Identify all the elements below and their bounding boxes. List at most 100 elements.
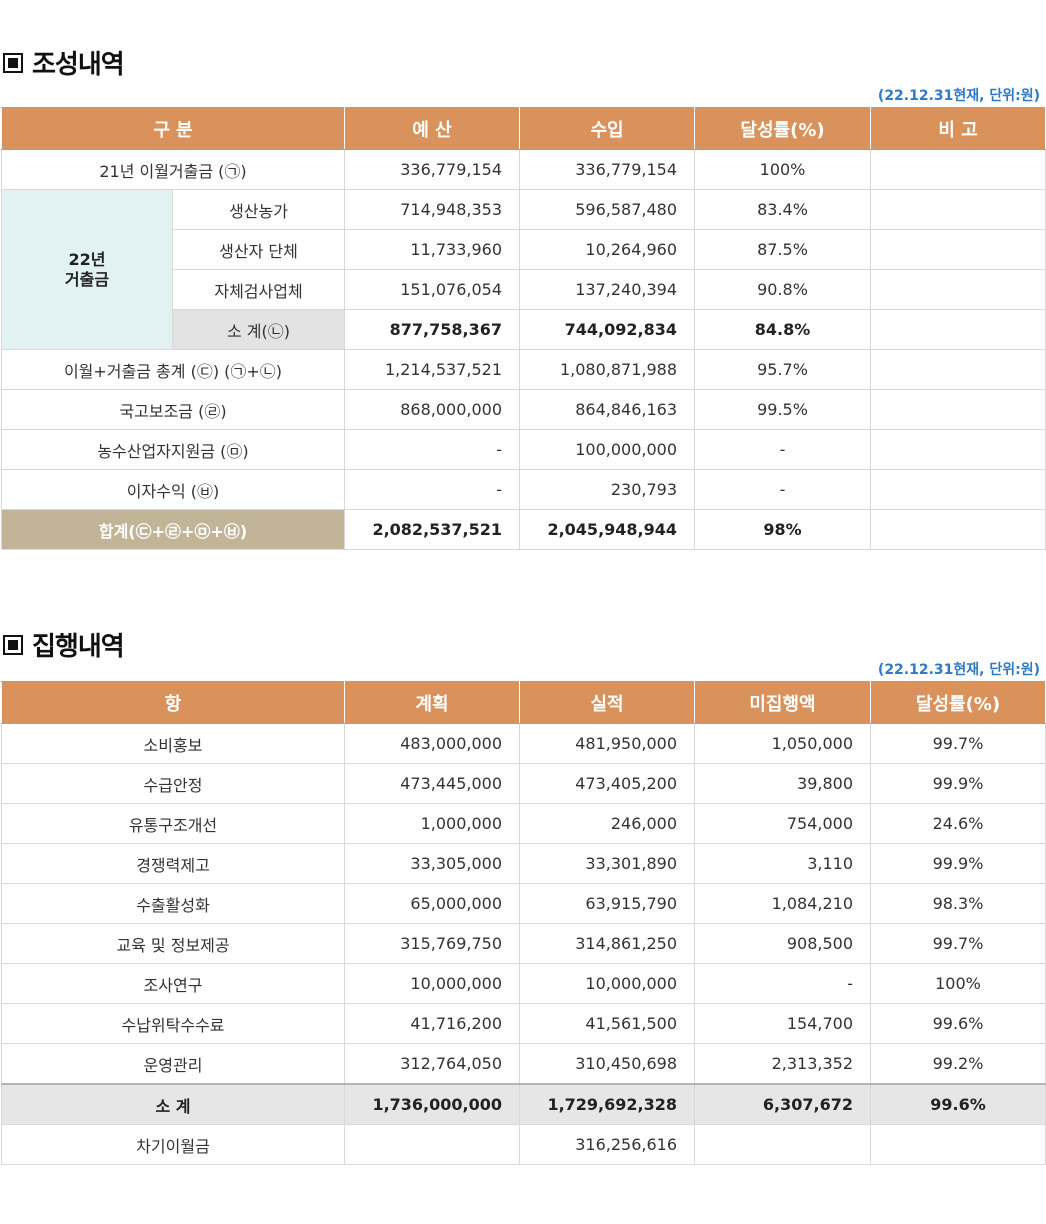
subtotal-label: 소 계 bbox=[1, 1083, 345, 1125]
actual-cell: 314,861,250 bbox=[519, 923, 695, 964]
plan-cell: 10,000,000 bbox=[344, 963, 520, 1004]
rate-cell: 99.2% bbox=[870, 1043, 1046, 1085]
subtotal-row: 소 계(㉡) 877,758,367 744,092,834 84.8% bbox=[2, 309, 1046, 350]
square-bullet-icon bbox=[3, 634, 23, 655]
row-label: 유통구조개선 bbox=[1, 803, 345, 844]
unexecuted-cell: 2,313,352 bbox=[694, 1043, 871, 1085]
rate-cell: 24.6% bbox=[870, 803, 1046, 844]
table-row: 유통구조개선 1,000,000 246,000 754,000 24.6% bbox=[1, 803, 1046, 844]
income-cell: 100,000,000 bbox=[519, 429, 696, 470]
row-label: 수급안정 bbox=[1, 763, 345, 804]
budget-cell: 714,948,353 bbox=[344, 189, 521, 230]
total-label: 합계(㉢+㉣+㉤+㉥) bbox=[0, 509, 346, 550]
budget-cell: - bbox=[344, 469, 521, 510]
header-rate: 달성률(%) bbox=[870, 681, 1046, 724]
note-cell bbox=[870, 269, 1046, 310]
plan-cell: 312,764,050 bbox=[344, 1043, 520, 1085]
row-label: 생산농가 bbox=[171, 189, 346, 230]
rate-cell: 99.7% bbox=[870, 923, 1046, 964]
row-label: 국고보조금 (㉣) bbox=[0, 389, 346, 430]
income-cell: 864,846,163 bbox=[519, 389, 696, 430]
rate-cell: 99.6% bbox=[870, 1083, 1046, 1125]
table-row: 수출활성화 65,000,000 63,915,790 1,084,210 98… bbox=[1, 883, 1046, 924]
rate-cell: 100% bbox=[870, 963, 1046, 1004]
income-cell: 2,045,948,944 bbox=[519, 509, 696, 550]
note-cell bbox=[870, 189, 1046, 230]
formation-unit-note: (22.12.31현재, 단위:원) bbox=[877, 88, 1040, 104]
formation-title: 조성내역 bbox=[32, 50, 125, 80]
table-row: 22년 거출금 생산농가 714,948,353 596,587,480 83.… bbox=[1, 189, 1046, 350]
row-label: 경쟁력제고 bbox=[1, 843, 345, 884]
plan-cell: 1,736,000,000 bbox=[344, 1083, 520, 1125]
group-label: 22년 거출금 bbox=[1, 189, 173, 350]
execution-unit-note: (22.12.31현재, 단위:원) bbox=[877, 662, 1040, 678]
unexecuted-cell: 908,500 bbox=[694, 923, 871, 964]
row-label: 자체검사업체 bbox=[171, 269, 346, 310]
row-label: 생산자 단체 bbox=[171, 229, 346, 270]
actual-cell: 316,256,616 bbox=[519, 1124, 695, 1165]
table-row: 조사연구 10,000,000 10,000,000 - 100% bbox=[1, 963, 1046, 1004]
execution-table: 항 계획 실적 미집행액 달성률(%) 소비홍보 483,000,000 481… bbox=[1, 681, 1046, 1165]
header-item: 항 bbox=[1, 681, 345, 724]
note-cell bbox=[870, 429, 1046, 470]
rate-cell: - bbox=[694, 429, 872, 470]
square-bullet-icon bbox=[3, 52, 23, 73]
actual-cell: 473,405,200 bbox=[519, 763, 695, 804]
note-cell bbox=[870, 469, 1046, 510]
table-row: 농수산업자지원금 (㉤) - 100,000,000 - bbox=[0, 429, 1046, 470]
plan-cell: 41,716,200 bbox=[344, 1003, 520, 1044]
formation-header-row: 구 분 예 산 수입 달성률(%) 비 고 bbox=[0, 107, 1046, 150]
unexecuted-cell: 39,800 bbox=[694, 763, 871, 804]
rate-cell: 98% bbox=[694, 509, 872, 550]
unexecuted-cell: 3,110 bbox=[694, 843, 871, 884]
row-label: 농수산업자지원금 (㉤) bbox=[0, 429, 346, 470]
row-label: 소비홍보 bbox=[1, 723, 345, 764]
actual-cell: 246,000 bbox=[519, 803, 695, 844]
rate-cell: 99.5% bbox=[694, 389, 872, 430]
rate-cell: - bbox=[694, 469, 872, 510]
note-cell bbox=[870, 309, 1046, 350]
unexecuted-cell: 1,084,210 bbox=[694, 883, 871, 924]
note-cell bbox=[870, 229, 1046, 270]
table-row: 운영관리 312,764,050 310,450,698 2,313,352 9… bbox=[1, 1043, 1046, 1085]
budget-cell: 868,000,000 bbox=[344, 389, 521, 430]
rate-cell: 99.7% bbox=[870, 723, 1046, 764]
rate-cell: 100% bbox=[694, 149, 872, 190]
plan-cell bbox=[344, 1124, 520, 1165]
table-row: 교육 및 정보제공 315,769,750 314,861,250 908,50… bbox=[1, 923, 1046, 964]
budget-cell: 877,758,367 bbox=[344, 309, 521, 350]
row-label: 이월+거출금 총계 (㉢) (㉠+㉡) bbox=[0, 349, 346, 390]
table-row: 이자수익 (㉥) - 230,793 - bbox=[0, 469, 1046, 510]
rate-cell: 99.9% bbox=[870, 763, 1046, 804]
execution-section-title: 집행내역 bbox=[3, 626, 125, 663]
unexecuted-cell: 154,700 bbox=[694, 1003, 871, 1044]
formation-table: 구 분 예 산 수입 달성률(%) 비 고 21년 이월거출금 (㉠) 336,… bbox=[0, 107, 1046, 550]
plan-cell: 473,445,000 bbox=[344, 763, 520, 804]
actual-cell: 1,729,692,328 bbox=[519, 1083, 695, 1125]
actual-cell: 63,915,790 bbox=[519, 883, 695, 924]
budget-cell: - bbox=[344, 429, 521, 470]
actual-cell: 33,301,890 bbox=[519, 843, 695, 884]
row-label: 운영관리 bbox=[1, 1043, 345, 1085]
budget-cell: 2,082,537,521 bbox=[344, 509, 521, 550]
subtotal-label: 소 계(㉡) bbox=[171, 309, 346, 350]
header-rate: 달성률(%) bbox=[694, 107, 872, 150]
row-label: 수납위탁수수료 bbox=[1, 1003, 345, 1044]
plan-cell: 1,000,000 bbox=[344, 803, 520, 844]
table-row: 수급안정 473,445,000 473,405,200 39,800 99.9… bbox=[1, 763, 1046, 804]
actual-cell: 10,000,000 bbox=[519, 963, 695, 1004]
income-cell: 230,793 bbox=[519, 469, 696, 510]
income-cell: 10,264,960 bbox=[519, 229, 696, 270]
actual-cell: 481,950,000 bbox=[519, 723, 695, 764]
header-income: 수입 bbox=[519, 107, 696, 150]
unexecuted-cell: 6,307,672 bbox=[694, 1083, 871, 1125]
note-cell bbox=[870, 349, 1046, 390]
rate-cell: 98.3% bbox=[870, 883, 1046, 924]
plan-cell: 315,769,750 bbox=[344, 923, 520, 964]
rate-cell: 84.8% bbox=[694, 309, 872, 350]
rate-cell: 90.8% bbox=[694, 269, 872, 310]
header-budget: 예 산 bbox=[344, 107, 521, 150]
unexecuted-cell bbox=[694, 1124, 871, 1165]
plan-cell: 33,305,000 bbox=[344, 843, 520, 884]
header-category: 구 분 bbox=[0, 107, 346, 150]
